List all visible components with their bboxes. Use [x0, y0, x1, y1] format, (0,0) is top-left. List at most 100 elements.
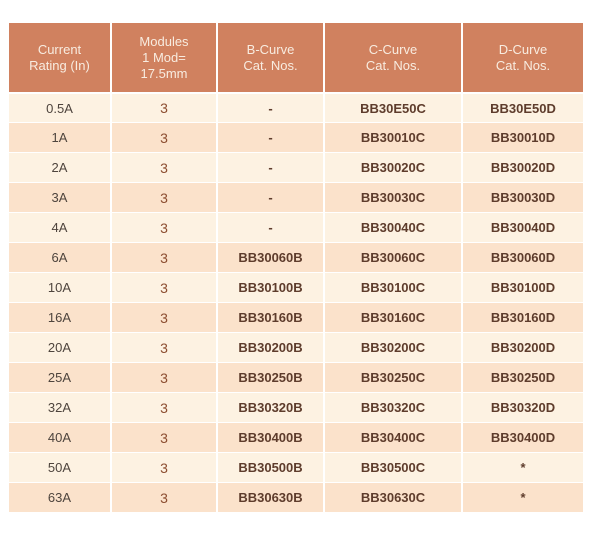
cell-d-curve-cat-no: BB30250D [461, 362, 583, 392]
cell-b-curve-cat-no: BB30320B [216, 392, 323, 422]
table-row: 50A 3 BB30500B BB30500C * [9, 452, 583, 482]
cell-current-rating: 4A [9, 212, 110, 242]
table-row: 2A 3- BB30020C BB30020D [9, 152, 583, 182]
col-header-current-rating: Current Rating (In) [9, 23, 110, 92]
cell-c-curve-cat-no: BB30010C [323, 122, 461, 152]
cell-current-rating: 6A [9, 242, 110, 272]
table-row: 16A 3 BB30160B BB30160C BB30160D [9, 302, 583, 332]
cell-d-curve-cat-no: BB30E50D [461, 92, 583, 122]
cell-modules: 3 [110, 332, 216, 362]
cell-current-rating: 25A [9, 362, 110, 392]
table-row: 63A 3 BB30630B BB30630C * [9, 482, 583, 512]
table-row: 20A 3 BB30200B BB30200C BB30200D [9, 332, 583, 362]
cell-modules: 3 [110, 452, 216, 482]
cell-c-curve-cat-no: BB30500C [323, 452, 461, 482]
cell-b-curve-cat-no: - [216, 212, 323, 242]
cell-c-curve-cat-no: BB30E50C [323, 92, 461, 122]
cell-current-rating: 2A [9, 152, 110, 182]
cell-c-curve-cat-no: BB30030C [323, 182, 461, 212]
cell-b-curve-cat-no: BB30630B [216, 482, 323, 512]
cell-d-curve-cat-no: BB30020D [461, 152, 583, 182]
cell-d-curve-cat-no: * [461, 452, 583, 482]
cell-modules: 3 [110, 152, 216, 182]
cell-current-rating: 40A [9, 422, 110, 452]
cell-b-curve-cat-no: BB30400B [216, 422, 323, 452]
cell-b-curve-cat-no: BB30060B [216, 242, 323, 272]
cell-modules: 3 [110, 272, 216, 302]
table-row: 3A 3- BB30030C BB30030D [9, 182, 583, 212]
cell-c-curve-cat-no: BB30250C [323, 362, 461, 392]
cell-c-curve-cat-no: BB30400C [323, 422, 461, 452]
cell-b-curve-cat-no: BB30500B [216, 452, 323, 482]
header-line: C-Curve [368, 41, 418, 57]
cell-b-curve-cat-no: BB30160B [216, 302, 323, 332]
cell-c-curve-cat-no: BB30160C [323, 302, 461, 332]
table-row: 10A 3 BB30100B BB30100C BB30100D [9, 272, 583, 302]
cell-c-curve-cat-no: BB30630C [323, 482, 461, 512]
header-line: Modules [139, 33, 189, 49]
cell-modules: 3 [110, 392, 216, 422]
cell-modules: 3 [110, 362, 216, 392]
cell-d-curve-cat-no: BB30400D [461, 422, 583, 452]
cell-current-rating: 10A [9, 272, 110, 302]
cell-modules: 3 [110, 212, 216, 242]
cell-d-curve-cat-no: BB30100D [461, 272, 583, 302]
cell-d-curve-cat-no: BB30030D [461, 182, 583, 212]
cell-c-curve-cat-no: BB30020C [323, 152, 461, 182]
cell-d-curve-cat-no: BB30060D [461, 242, 583, 272]
header-line: Cat. Nos. [495, 57, 551, 73]
cell-current-rating: 1A [9, 122, 110, 152]
header-line: 1 Mod= [142, 49, 186, 65]
table-row: 32A 3 BB30320B BB30320C BB30320D [9, 392, 583, 422]
cell-modules: 3 [110, 122, 216, 152]
header-line: Current [37, 41, 82, 57]
header-line: 17.5mm [140, 65, 188, 81]
cell-b-curve-cat-no: BB30100B [216, 272, 323, 302]
cell-c-curve-cat-no: BB30060C [323, 242, 461, 272]
cell-d-curve-cat-no: BB30160D [461, 302, 583, 332]
cell-c-curve-cat-no: BB30100C [323, 272, 461, 302]
cell-modules: 3 [110, 302, 216, 332]
header-line: Cat. Nos. [365, 57, 421, 73]
cell-modules: 3 [110, 182, 216, 212]
cell-b-curve-cat-no: - [216, 182, 323, 212]
cell-current-rating: 0.5A [9, 92, 110, 122]
header-line: Cat. Nos. [243, 57, 298, 73]
cell-b-curve-cat-no: BB30200B [216, 332, 323, 362]
cell-d-curve-cat-no: BB30320D [461, 392, 583, 422]
cell-b-curve-cat-no: BB30250B [216, 362, 323, 392]
cell-current-rating: 50A [9, 452, 110, 482]
cell-b-curve-cat-no: - [216, 152, 323, 182]
col-header-d-curve: D-Curve Cat. Nos. [461, 23, 583, 92]
table-row: 4A 3- BB30040C BB30040D [9, 212, 583, 242]
table-row: 1A 3- BB30010C BB30010D [9, 122, 583, 152]
cell-current-rating: 3A [9, 182, 110, 212]
cell-d-curve-cat-no: BB30010D [461, 122, 583, 152]
cell-current-rating: 16A [9, 302, 110, 332]
cell-current-rating: 32A [9, 392, 110, 422]
cell-c-curve-cat-no: BB30200C [323, 332, 461, 362]
cell-d-curve-cat-no: BB30200D [461, 332, 583, 362]
cell-d-curve-cat-no: BB30040D [461, 212, 583, 242]
col-header-modules: Modules 1 Mod= 17.5mm [110, 23, 216, 92]
cell-d-curve-cat-no: * [461, 482, 583, 512]
table-row: 6A 3 BB30060B BB30060C BB30060D [9, 242, 583, 272]
cell-current-rating: 20A [9, 332, 110, 362]
table-row: 0.5A 3- BB30E50C BB30E50D [9, 92, 583, 122]
mcb-catalog-table: Current Rating (In) Modules 1 Mod= 17.5m… [9, 23, 583, 512]
cell-modules: 3 [110, 482, 216, 512]
cell-b-curve-cat-no: - [216, 122, 323, 152]
col-header-c-curve: C-Curve Cat. Nos. [323, 23, 461, 92]
cell-c-curve-cat-no: BB30040C [323, 212, 461, 242]
cell-modules: 3 [110, 242, 216, 272]
cell-current-rating: 63A [9, 482, 110, 512]
header-line: B-Curve [246, 41, 295, 57]
table-row: 40A 3 BB30400B BB30400C BB30400D [9, 422, 583, 452]
cell-c-curve-cat-no: BB30320C [323, 392, 461, 422]
header-line: Rating (In) [29, 57, 90, 73]
header-line: D-Curve [498, 41, 548, 57]
table-header-row: Current Rating (In) Modules 1 Mod= 17.5m… [9, 23, 583, 92]
table-body: 0.5A 3- BB30E50C BB30E50D 1A 3- BB30010C BB3001… [9, 92, 583, 512]
cell-b-curve-cat-no: - [216, 92, 323, 122]
